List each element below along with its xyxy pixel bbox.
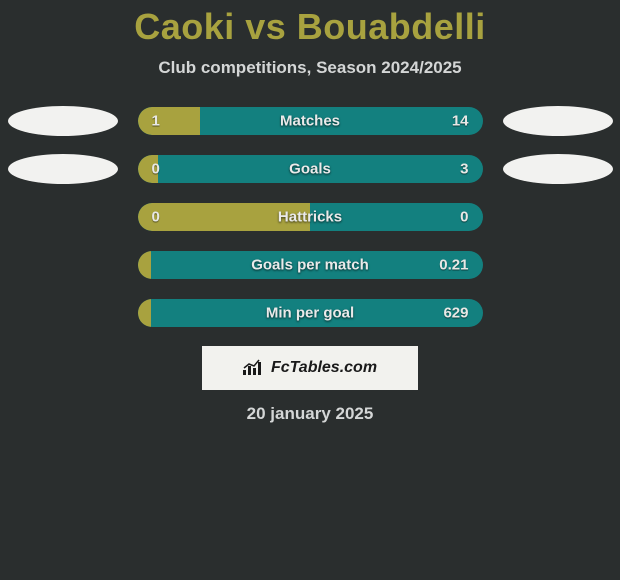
stat-value-right: 629 — [443, 305, 468, 322]
stat-bar: 0 3 Goals — [138, 155, 483, 183]
stat-row: 0 0 Hattricks — [0, 202, 620, 232]
stat-bar: 1 14 Matches — [138, 107, 483, 135]
stat-bar-fill — [138, 299, 152, 327]
stat-row: 0 3 Goals — [0, 154, 620, 184]
stat-bar-fill — [138, 107, 200, 135]
page-subtitle: Club competitions, Season 2024/2025 — [0, 58, 620, 78]
player-marker-right — [503, 154, 613, 184]
stat-name: Matches — [280, 113, 340, 130]
stat-row: 0.21 Goals per match — [0, 250, 620, 280]
stat-bar-fill — [138, 251, 152, 279]
player-marker-left — [8, 154, 118, 184]
brand-badge[interactable]: FcTables.com — [202, 346, 418, 390]
stat-row: 1 14 Matches — [0, 106, 620, 136]
stat-name: Min per goal — [266, 305, 354, 322]
stat-bar: 0 0 Hattricks — [138, 203, 483, 231]
brand-text: FcTables.com — [271, 359, 377, 377]
stat-value-right: 3 — [460, 161, 468, 178]
player-marker-right — [503, 106, 613, 136]
stat-value-left: 1 — [152, 113, 160, 130]
comparison-infographic: Caoki vs Bouabdelli Club competitions, S… — [0, 0, 620, 424]
stat-value-right: 0.21 — [439, 257, 468, 274]
stat-bar: 629 Min per goal — [138, 299, 483, 327]
stat-name: Goals — [289, 161, 331, 178]
stat-value-right: 0 — [460, 209, 468, 226]
stat-rows: 1 14 Matches 0 3 Goals 0 0 Hattricks 0.21 Goals pe… — [0, 106, 620, 328]
stat-row: 629 Min per goal — [0, 298, 620, 328]
stat-name: Hattricks — [278, 209, 342, 226]
stat-value-right: 14 — [452, 113, 469, 130]
date-text: 20 january 2025 — [0, 404, 620, 424]
page-title: Caoki vs Bouabdelli — [0, 6, 620, 48]
chart-icon — [243, 359, 265, 377]
stat-value-left: 0 — [152, 161, 160, 178]
stat-name: Goals per match — [251, 257, 369, 274]
stat-value-left: 0 — [152, 209, 160, 226]
player-marker-left — [8, 106, 118, 136]
stat-bar: 0.21 Goals per match — [138, 251, 483, 279]
